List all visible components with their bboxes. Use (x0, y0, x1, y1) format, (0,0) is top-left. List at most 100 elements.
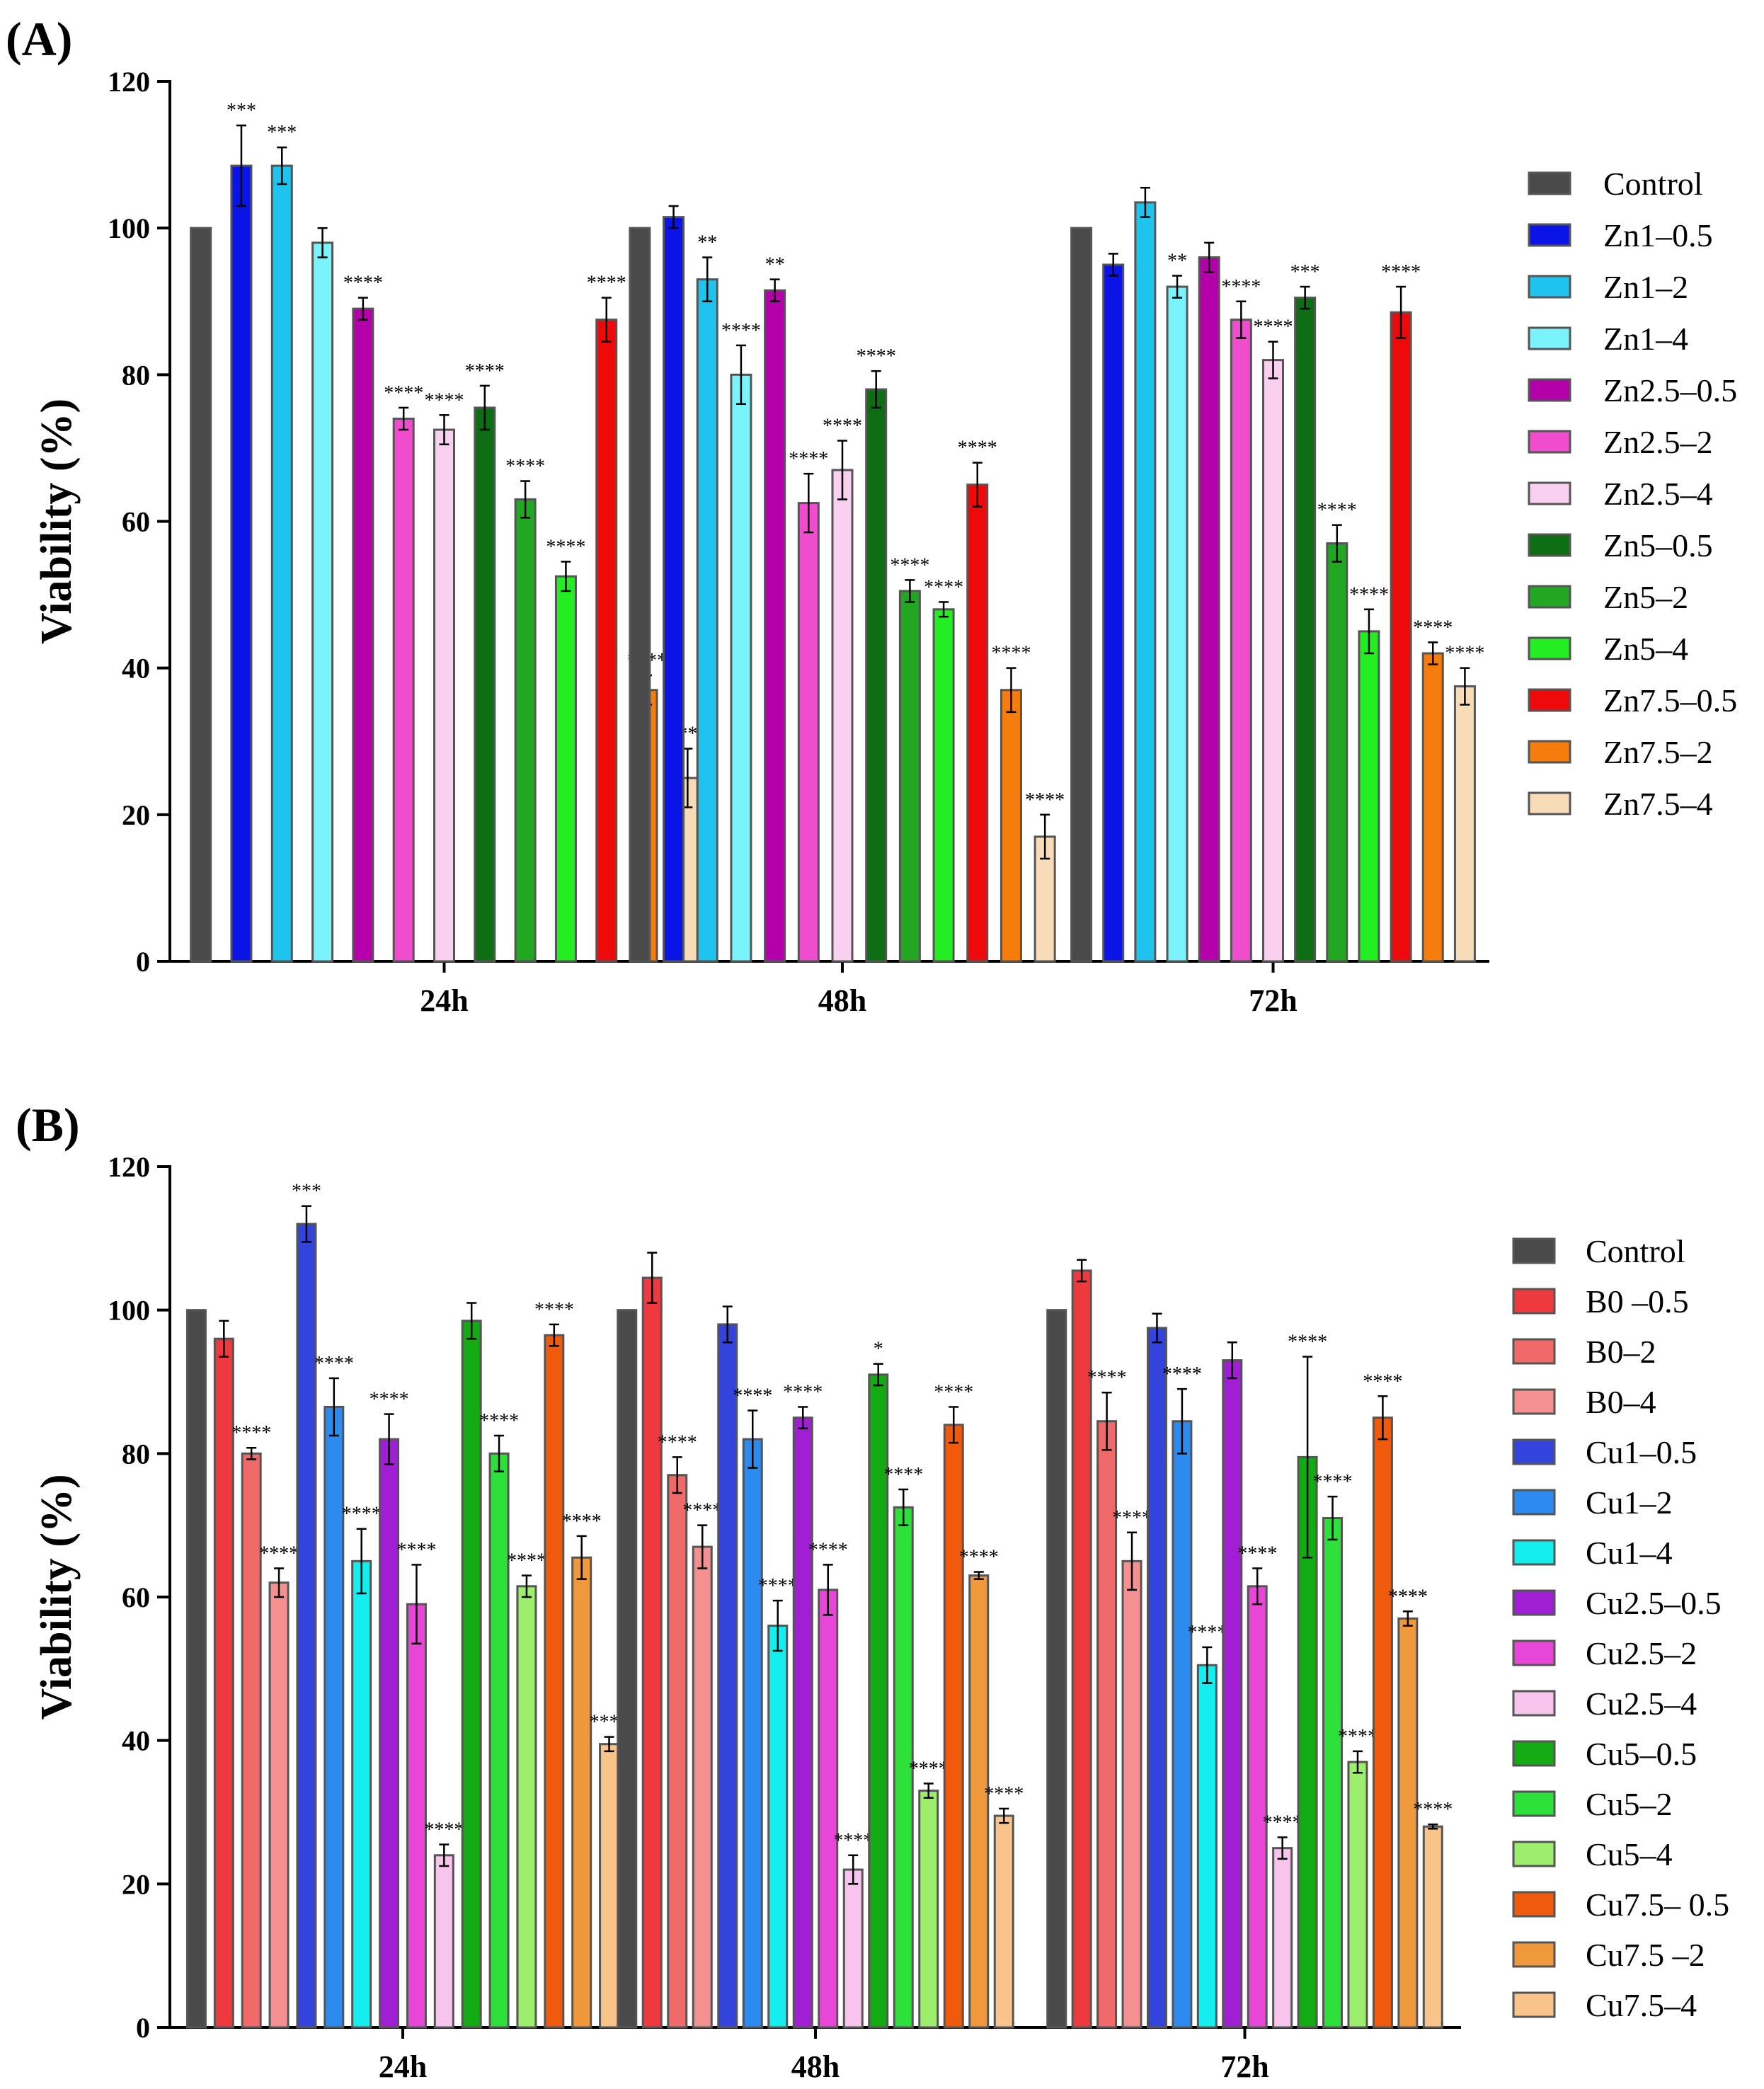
significance-label: **** (857, 345, 896, 367)
significance-label: **** (733, 1385, 772, 1407)
significance-label: **** (1363, 1370, 1402, 1392)
legend-swatch (1528, 223, 1571, 247)
legend-swatch (1512, 1891, 1556, 1918)
x-tick-label-48h: 48h (791, 2049, 840, 2084)
legend-label: Zn5–2 (1603, 579, 1688, 615)
bar-72h-Zn1–0.5 (1102, 263, 1125, 963)
legend-label: Zn2.5–0.5 (1603, 372, 1737, 408)
bar-48h-Control (629, 227, 651, 963)
bar-48h-Control (617, 1309, 638, 2029)
significance-label: **** (1288, 1332, 1327, 1353)
significance-label: **** (823, 416, 862, 437)
bar-48h-B0–2 (667, 1474, 688, 2029)
legend-swatch (1512, 1790, 1556, 1817)
significance-label: ** (1167, 250, 1187, 272)
significance-label: **** (259, 1543, 299, 1564)
bar-72h-Cu2.5–0.5 (1222, 1359, 1243, 2029)
significance-label: **** (833, 1830, 873, 1852)
significance-label: **** (1112, 1507, 1152, 1529)
significance-label: **** (1338, 1726, 1378, 1748)
bar-48h-B0 –0.5 (641, 1276, 663, 2029)
bar-24h-Cu2.5–2 (406, 1603, 427, 2029)
x-tick-label-72h: 72h (1220, 2049, 1268, 2084)
bar-72h-Control (1046, 1309, 1067, 2029)
bar-72h-Zn1–2 (1134, 201, 1157, 963)
bar-72h-Cu7.5–4 (1422, 1825, 1443, 2029)
bar-48h-Cu7.5–4 (993, 1814, 1014, 2029)
significance-label: **** (682, 1500, 722, 1522)
bar-48h-Cu5–4 (918, 1790, 939, 2029)
legend-swatch (1528, 378, 1571, 402)
legend-label: Cu1–0.5 (1586, 1434, 1697, 1470)
y-tick-label: 60 (122, 506, 150, 538)
legend-swatch (1512, 1941, 1556, 1968)
legend-label: Cu5–2 (1586, 1786, 1673, 1822)
significance-label: **** (1349, 584, 1389, 606)
bar-24h-Zn7.5–0.5 (595, 319, 618, 963)
significance-label: **** (783, 1381, 823, 1403)
bar-72h-Control (1070, 227, 1093, 963)
y-tick-label: 120 (108, 66, 150, 98)
y-tick-label: 0 (136, 946, 150, 978)
significance-label: **** (789, 448, 828, 470)
significance-label: **** (1413, 617, 1453, 639)
x-tick-label-24h: 24h (420, 983, 468, 1018)
significance-label: ** (765, 254, 785, 276)
bar-48h-Cu5–2 (893, 1506, 914, 2029)
bar-48h-Zn2.5–4 (831, 469, 854, 963)
bar-48h-Cu7.5 –2 (968, 1574, 990, 2029)
significance-label: **** (959, 1547, 999, 1569)
bar-48h-Cu2.5–0.5 (792, 1416, 813, 2029)
chart-panel-b: (B)Viability (%)02040608010012024h******… (16, 1098, 1729, 2084)
legend-label: Cu7.5 –2 (1586, 1937, 1705, 1973)
significance-label: **** (425, 389, 464, 411)
bar-24h-Cu1–0.5 (296, 1223, 317, 2029)
significance-label: **** (1381, 261, 1421, 283)
legend-label: Zn1–4 (1603, 321, 1688, 357)
bar-48h-Cu1–4 (767, 1625, 789, 2029)
legend-label: Cu7.5– 0.5 (1586, 1887, 1729, 1923)
y-tick-label: 40 (122, 653, 150, 685)
significance-label: **** (1445, 643, 1484, 665)
bar-72h-Zn2.5–4 (1262, 359, 1284, 963)
bar-24h-B0–2 (241, 1452, 262, 2029)
bar-48h-Cu2.5–4 (842, 1868, 864, 2029)
y-tick-label: 20 (122, 1868, 150, 1900)
significance-label: **** (342, 1504, 382, 1526)
bar-24h-Control (190, 227, 212, 963)
bar-24h-Zn1–2 (270, 164, 293, 963)
significance-label: **** (808, 1539, 848, 1561)
x-tick-label-72h: 72h (1249, 983, 1297, 1018)
bar-72h-Zn1–4 (1166, 285, 1189, 963)
legend-label: Cu1–2 (1586, 1484, 1673, 1521)
bar-72h-Zn7.5–2 (1421, 652, 1444, 963)
bar-24h-Control (185, 1309, 207, 2029)
bar-72h-Zn5–0.5 (1294, 297, 1317, 963)
bar-48h-Cu1–2 (742, 1438, 763, 2029)
significance-label: *** (227, 100, 256, 122)
bar-72h-Cu1–4 (1196, 1664, 1218, 2029)
significance-label: **** (343, 273, 383, 294)
y-tick-label: 100 (108, 1295, 150, 1327)
legend-swatch (1512, 1388, 1556, 1415)
significance-label: **** (370, 1389, 409, 1411)
legend-label: Zn2.5–2 (1603, 424, 1713, 460)
legend-swatch (1528, 533, 1571, 557)
bar-24h-Cu7.5– 0.5 (544, 1334, 565, 2029)
significance-label: **** (1313, 1471, 1353, 1493)
legend-label: Cu2.5–4 (1586, 1685, 1697, 1722)
bar-72h-Zn2.5–2 (1230, 319, 1252, 963)
legend-label: Zn1–0.5 (1603, 217, 1713, 253)
legend-label: Zn7.5–4 (1603, 786, 1713, 822)
x-tick-label-24h: 24h (379, 2049, 427, 2084)
legend-label: B0–4 (1586, 1384, 1656, 1420)
legend-swatch (1512, 1589, 1556, 1616)
significance-label: **** (909, 1758, 949, 1780)
significance-label: **** (883, 1464, 923, 1486)
significance-label: **** (1413, 1799, 1453, 1821)
significance-label: **** (231, 1422, 271, 1444)
legend-swatch (1512, 1338, 1556, 1365)
bar-48h-Zn2.5–2 (797, 502, 820, 963)
significance-label: **** (479, 1410, 519, 1432)
bar-48h-Zn1–2 (696, 278, 718, 963)
